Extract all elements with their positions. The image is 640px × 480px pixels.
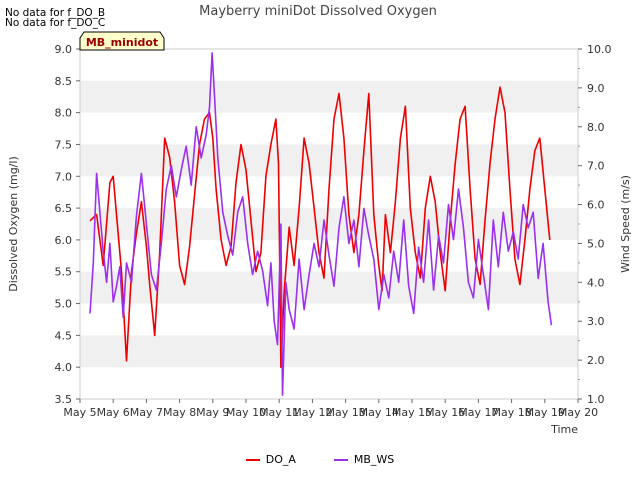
y-tick-label: 8.0 xyxy=(55,107,73,120)
x-tick-label: May 18 xyxy=(491,406,531,419)
y2-tick-label: 4.0 xyxy=(587,276,605,289)
y-tick-label: 4.5 xyxy=(55,329,73,342)
station-tag: MB_minidot xyxy=(79,31,165,51)
x-tick-label: May 7 xyxy=(130,406,163,419)
x-tick-label: May 15 xyxy=(392,406,432,419)
x-tick-label: May 19 xyxy=(525,406,565,419)
chart-title: Mayberry miniDot Dissolved Oxygen xyxy=(199,4,437,19)
series-line-mb-ws xyxy=(89,52,553,396)
y-tick-label: 4.0 xyxy=(55,361,73,374)
no-data-note-1: No data for f_DO_B xyxy=(5,7,106,19)
x-tick-label: May 8 xyxy=(163,406,196,419)
left-axis: 3.5 4.0 4.5 5.0 5.5 6.0 6.5 7.0 7.5 8.0 8.5 9.0 xyxy=(55,43,80,406)
y2-tick-label: 6.0 xyxy=(587,199,605,212)
y-tick-label: 7.0 xyxy=(55,170,73,183)
y2-tick-label: 1.0 xyxy=(587,393,605,406)
y-tick-label: 9.0 xyxy=(55,43,73,56)
y-tick-label: 5.0 xyxy=(55,298,73,311)
y-tick-label: 5.5 xyxy=(55,266,73,279)
y-axis-label: Dissolved Oxygen (mg/l) xyxy=(7,156,20,291)
series-line-do-a xyxy=(89,86,551,369)
chart: Mayberry miniDot Dissolved Oxygen 3.5 4.0… xyxy=(7,4,632,436)
x-tick-label: May 12 xyxy=(292,406,332,419)
x-tick-label: May 17 xyxy=(458,406,498,419)
grid-band xyxy=(80,271,578,304)
y2-tick-label: 3.0 xyxy=(587,315,605,328)
y2-tick-label: 7.0 xyxy=(587,160,605,173)
station-tag-label: MB_minidot xyxy=(86,36,158,49)
y2-tick-label: 2.0 xyxy=(587,354,605,367)
y-tick-label: 3.5 xyxy=(55,393,73,406)
legend-swatch-do-a xyxy=(245,458,260,461)
x-tick-label: May 10 xyxy=(226,406,266,419)
x-tick-label: May 20 xyxy=(558,406,598,419)
x-tick-label: May 9 xyxy=(196,406,229,419)
x-axis-label: Time xyxy=(550,423,578,436)
legend-swatch-mb-ws xyxy=(333,458,348,461)
y2-tick-label: 9.0 xyxy=(587,82,605,95)
y2-axis-label: Wind Speed (m/s) xyxy=(619,175,632,273)
y2-tick-label: 8.0 xyxy=(587,121,605,134)
grid-band xyxy=(80,80,578,113)
grid-band xyxy=(80,335,578,368)
y-tick-label: 6.5 xyxy=(55,202,73,215)
y-tick-label: 7.5 xyxy=(55,138,73,151)
series-lines xyxy=(89,52,553,396)
legend-item-mb-ws: MB_WS xyxy=(333,453,395,466)
x-tick-label: May 6 xyxy=(97,406,130,419)
right-axis: 1.0 2.0 3.0 4.0 5.0 6.0 7.0 8.0 9.0 10.0 xyxy=(578,43,612,406)
x-tick-label: May 16 xyxy=(425,406,465,419)
x-tick-label: May 11 xyxy=(259,406,299,419)
x-tick-label: May 13 xyxy=(325,406,365,419)
legend-item-do-a: DO_A xyxy=(245,453,296,466)
legend-label-do-a: DO_A xyxy=(265,453,296,466)
y2-tick-label: 5.0 xyxy=(587,237,605,250)
no-data-note-2: No data for f_DO_C xyxy=(5,17,106,29)
legend: DO_A MB_WS xyxy=(0,453,640,466)
x-tick-label: May 5 xyxy=(63,406,96,419)
grid-band xyxy=(80,144,578,177)
legend-label-mb-ws: MB_WS xyxy=(353,453,395,466)
x-tick-label: May 14 xyxy=(359,406,399,419)
y2-tick-label: 10.0 xyxy=(587,43,612,56)
y-tick-label: 8.5 xyxy=(55,75,73,88)
y-tick-label: 6.0 xyxy=(55,234,73,247)
